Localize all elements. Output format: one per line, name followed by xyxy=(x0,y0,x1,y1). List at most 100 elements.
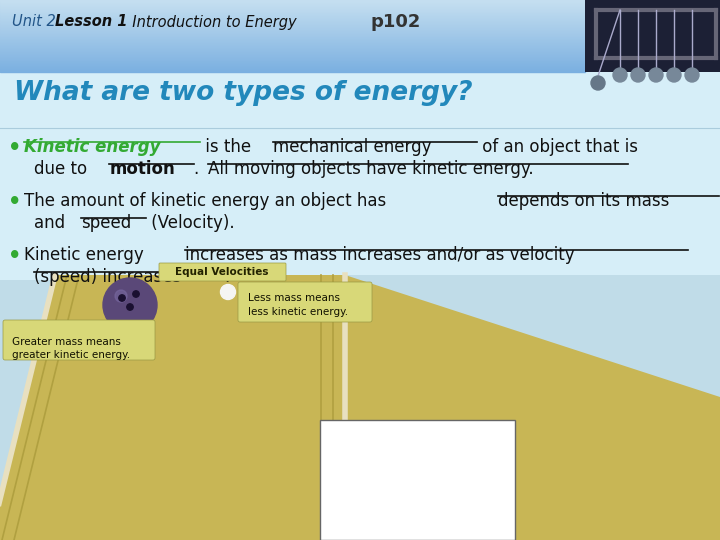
Bar xyxy=(0,13,585,14)
Bar xyxy=(0,1,585,2)
Bar xyxy=(0,51,585,52)
Circle shape xyxy=(591,76,605,90)
Bar xyxy=(0,43,585,44)
Bar xyxy=(0,10,585,11)
Bar xyxy=(0,33,585,34)
Bar xyxy=(585,0,720,72)
Text: Less mass means: Less mass means xyxy=(248,293,340,303)
Bar xyxy=(0,72,720,540)
Bar xyxy=(0,58,585,59)
Bar xyxy=(0,5,585,6)
Bar xyxy=(0,70,585,71)
Text: increases as mass increases and/or as velocity: increases as mass increases and/or as ve… xyxy=(185,246,575,264)
Bar xyxy=(0,0,585,1)
Bar xyxy=(0,30,585,31)
Text: Kinetic energy: Kinetic energy xyxy=(24,246,149,264)
Text: Greater mass means: Greater mass means xyxy=(12,337,121,347)
Bar xyxy=(0,60,585,61)
Bar xyxy=(0,25,585,26)
Polygon shape xyxy=(0,275,345,540)
Text: Equal Velocities: Equal Velocities xyxy=(175,267,269,277)
Bar xyxy=(0,59,585,60)
Bar xyxy=(0,41,585,42)
Bar xyxy=(0,63,585,64)
Bar xyxy=(0,69,585,70)
Bar xyxy=(0,9,585,10)
Bar xyxy=(0,55,585,56)
Text: All moving objects have kinetic energy.: All moving objects have kinetic energy. xyxy=(207,160,534,178)
Circle shape xyxy=(631,68,645,82)
Circle shape xyxy=(132,291,139,297)
Bar xyxy=(0,64,585,65)
Circle shape xyxy=(613,68,627,82)
Text: speed: speed xyxy=(81,214,131,232)
FancyBboxPatch shape xyxy=(238,282,372,322)
Text: Introduction to Energy: Introduction to Energy xyxy=(123,15,297,30)
Text: •: • xyxy=(8,246,22,266)
Bar xyxy=(0,12,585,13)
Bar xyxy=(0,16,585,17)
Bar xyxy=(0,26,585,27)
Bar xyxy=(0,11,585,12)
Bar xyxy=(0,65,585,66)
Bar xyxy=(0,53,585,54)
Text: is the: is the xyxy=(200,138,256,156)
Bar xyxy=(0,29,585,30)
Bar xyxy=(0,21,585,22)
Bar xyxy=(0,38,585,39)
Text: and: and xyxy=(34,214,71,232)
FancyBboxPatch shape xyxy=(159,263,286,281)
Text: .: . xyxy=(194,160,204,178)
Circle shape xyxy=(119,295,125,301)
Bar xyxy=(0,48,585,49)
Bar xyxy=(320,420,515,540)
Text: greater kinetic energy.: greater kinetic energy. xyxy=(12,350,130,360)
Bar xyxy=(0,54,585,55)
Bar xyxy=(0,34,585,35)
Bar xyxy=(0,3,585,4)
Text: The amount of kinetic energy an object has: The amount of kinetic energy an object h… xyxy=(24,192,392,210)
Bar xyxy=(0,68,585,69)
Bar xyxy=(0,57,585,58)
Bar xyxy=(0,47,585,48)
Polygon shape xyxy=(345,275,720,540)
Bar xyxy=(0,39,585,40)
Text: .: . xyxy=(224,268,229,286)
Bar xyxy=(0,22,585,23)
Bar xyxy=(0,27,585,28)
Bar xyxy=(0,37,585,38)
Bar xyxy=(0,28,585,29)
Text: What are two types of energy?: What are two types of energy? xyxy=(14,80,472,106)
Text: due to: due to xyxy=(34,160,92,178)
Text: (speed) increases: (speed) increases xyxy=(34,268,181,286)
Circle shape xyxy=(649,68,663,82)
Bar xyxy=(0,8,585,9)
Text: mechanical energy: mechanical energy xyxy=(273,138,431,156)
Text: •: • xyxy=(8,138,22,158)
Bar xyxy=(0,31,585,32)
Circle shape xyxy=(115,290,127,302)
Bar xyxy=(0,14,585,15)
Bar xyxy=(0,49,585,50)
Text: of an object that is: of an object that is xyxy=(477,138,639,156)
Bar xyxy=(0,18,585,19)
Bar xyxy=(0,4,585,5)
Bar xyxy=(0,17,585,18)
Bar xyxy=(0,46,585,47)
Text: •: • xyxy=(8,192,22,212)
Circle shape xyxy=(685,68,699,82)
Bar xyxy=(0,66,585,67)
Text: motion: motion xyxy=(109,160,175,178)
Bar xyxy=(0,36,585,37)
Bar xyxy=(0,62,585,63)
Bar xyxy=(0,24,585,25)
Circle shape xyxy=(220,285,235,300)
Text: Unit 2: Unit 2 xyxy=(12,15,60,30)
Bar xyxy=(0,45,585,46)
Bar xyxy=(0,32,585,33)
Bar xyxy=(0,67,585,68)
Bar xyxy=(0,56,585,57)
Text: less kinetic energy.: less kinetic energy. xyxy=(248,307,348,317)
Text: Kinetic energy: Kinetic energy xyxy=(24,138,161,156)
Bar xyxy=(0,44,585,45)
